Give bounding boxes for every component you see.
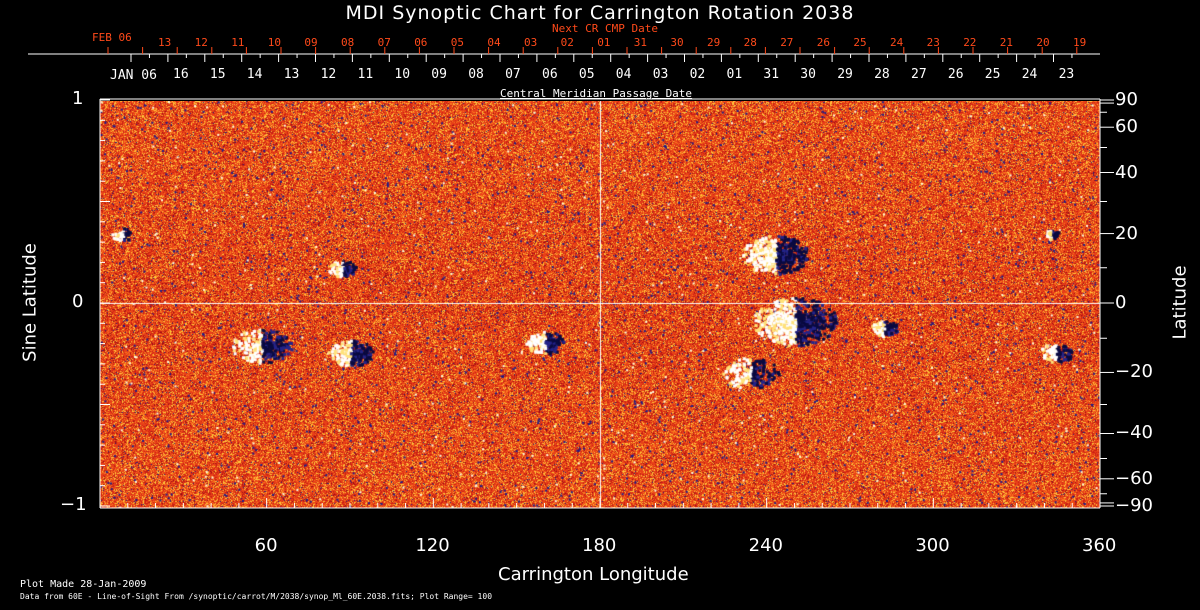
next-cr-date-label: 31 [633,36,648,49]
cmp-date-label: 06 [542,67,558,82]
next-cr-date-label: 24 [890,36,904,49]
next-cr-date-label: 21 [999,36,1014,49]
next-cr-date-label: 27 [780,36,794,49]
next-cr-date-label: 03 [524,36,538,49]
cmp-date-label: 09 [431,67,447,82]
next-cr-date-label: 19 [1073,36,1087,49]
cmp-date-label: 28 [874,67,890,82]
lat-tick-label: 60 [1115,116,1138,138]
next-cr-date-label: 13 [158,36,172,49]
lat-tick-label: 40 [1115,161,1138,183]
cmp-date-label: 03 [652,67,669,82]
y-axis-title: Sine Latitude [19,243,41,362]
cmp-date-label: 04 [615,67,632,82]
magnetogram-map [100,101,1100,508]
cmp-date-label: 13 [283,67,300,82]
cmp-date-label: 02 [689,67,706,82]
cmp-axis-label: Central Meridian Passage Date [500,87,693,100]
cmp-date-label: 16 [173,67,189,82]
y-tick-label: 0 [72,291,84,312]
lat-tick-label: −90 [1115,495,1153,516]
y-tick-label: −1 [60,494,87,515]
next-cr-date-label: 25 [853,36,867,49]
cmp-date-label: 29 [837,67,853,82]
chart-title: MDI Synoptic Chart for Carrington Rotati… [345,2,855,24]
lat-tick-label: −60 [1115,467,1153,489]
next-cr-date-label: 23 [926,36,940,49]
lat-tick-label: −40 [1115,422,1153,444]
next-cr-cmp-label: Next CR CMP Date [552,22,658,35]
cmp-date-label: 07 [505,67,521,82]
cmp-date-label: 10 [394,67,411,82]
x-tick-label: 300 [915,535,950,556]
next-cr-date-label: 10 [267,36,282,49]
next-cr-date-label: 28 [743,36,757,49]
cmp-date-label: 23 [1058,67,1075,82]
next-cr-date-label: 06 [414,36,428,49]
x-tick-label: 180 [582,535,617,556]
x-tick-label: 360 [1082,535,1117,556]
next-cr-date-label: 26 [816,36,831,49]
x-tick-label: 60 [254,535,278,556]
cmp-start-label: JAN 06 [110,68,157,83]
lat-tick-label: 20 [1115,222,1138,244]
next-cr-date-label: 12 [194,36,208,49]
cmp-date-label: 08 [468,67,484,82]
y2-axis-title: Latitude [1169,265,1191,340]
next-cr-date-label: 30 [670,36,684,49]
next-cr-date-label: 07 [377,36,391,49]
next-cr-date-label: 20 [1036,36,1050,49]
cmp-date-label: 31 [763,67,780,82]
next-cr-date-label: 05 [450,36,465,49]
next-cr-date-label: 22 [963,36,977,49]
next-cr-start-label: FEB 06 [92,31,132,44]
cmp-date-label: 25 [984,67,1001,82]
cmp-date-label: 24 [1021,67,1038,82]
cmp-date-label: 26 [947,67,964,82]
lat-tick-label: 90 [1115,89,1138,110]
cmp-date-label: 30 [800,67,816,82]
cmp-date-label: 14 [246,67,263,82]
x-tick-label: 240 [748,535,784,556]
next-cr-date-label: 08 [341,36,355,49]
lat-tick-label: −20 [1115,361,1153,383]
next-cr-date-label: 02 [560,36,574,49]
cmp-date-label: 15 [209,67,226,82]
data-source-text: Data from 60E - Line-of-Sight From /syno… [20,592,493,601]
cmp-date-label: 11 [357,67,374,82]
cmp-date-label: 12 [320,67,337,82]
next-cr-date-label: 04 [487,36,501,49]
cmp-date-label: 01 [726,67,743,82]
next-cr-date-label: 11 [231,36,245,49]
plot-made-text: Plot Made 28-Jan-2009 [20,579,147,590]
x-axis-title: Carrington Longitude [498,564,689,585]
next-cr-date-label: 29 [707,36,721,49]
cmp-date-label: 05 [578,67,595,82]
y-tick-label: 1 [72,88,84,109]
next-cr-date-label: 09 [304,36,318,49]
next-cr-date-label: 01 [597,36,611,49]
cmp-date-label: 27 [911,67,927,82]
lat-tick-label: 0 [1115,292,1127,313]
x-tick-label: 120 [415,535,450,556]
